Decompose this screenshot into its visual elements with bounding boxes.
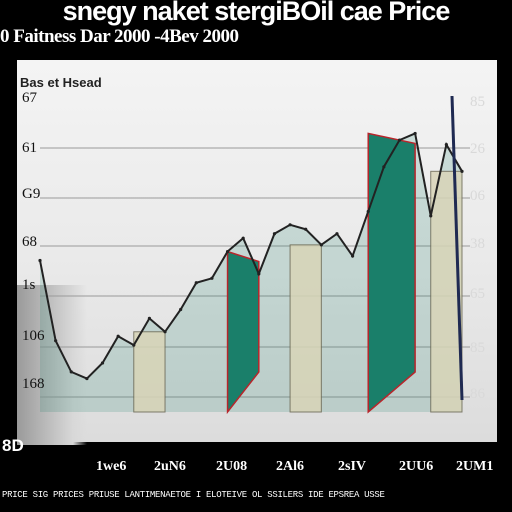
data-point <box>366 209 370 214</box>
y-right-tick-label: 65 <box>470 286 485 302</box>
data-point <box>241 236 245 240</box>
y-right-tick-label: 26 <box>470 141 486 157</box>
data-point <box>179 307 183 312</box>
data-point <box>304 227 308 231</box>
data-point <box>100 361 105 365</box>
panel-label: Bas et Hsead <box>20 75 102 90</box>
x-tick-label: 1we6 <box>96 459 126 474</box>
highlight-band-0 <box>133 331 166 413</box>
data-point <box>272 232 277 236</box>
highlight-band-1 <box>289 244 322 413</box>
data-point <box>444 142 448 147</box>
data-point <box>38 258 42 263</box>
data-point <box>225 249 230 254</box>
x-tick-label: 2sIV <box>338 459 366 474</box>
data-point <box>194 281 198 285</box>
data-point <box>335 232 339 236</box>
y-left-tick-label: 61 <box>22 140 37 156</box>
panel-shadow <box>17 285 87 445</box>
data-point <box>69 370 73 374</box>
y-left-tick-label: 1s <box>22 277 36 293</box>
data-point <box>210 276 214 280</box>
y-right-tick-label: 85 <box>470 94 485 110</box>
y-right-tick-label: 38 <box>470 236 485 252</box>
y-left-tick-label: 68 <box>22 234 37 250</box>
y-right-tick-label: 85 <box>470 340 485 356</box>
data-point <box>413 131 417 136</box>
x-tick-label: 2UM1 <box>456 459 493 474</box>
data-point <box>288 223 292 227</box>
data-point <box>460 169 464 173</box>
peak-wedge-1 <box>367 132 416 414</box>
y-right-tick-label: 06 <box>470 188 486 204</box>
data-point <box>350 254 355 258</box>
data-point <box>382 165 386 169</box>
data-point <box>85 376 89 381</box>
data-point <box>147 316 152 320</box>
y-right-tick-label: 86 <box>470 386 486 402</box>
x-tick-label: 2Al6 <box>276 459 304 474</box>
data-point <box>257 272 261 276</box>
data-point <box>429 214 433 218</box>
data-point <box>163 330 167 334</box>
x-tick-label: 2U08 <box>216 459 247 474</box>
data-point <box>319 243 323 247</box>
source-footer: PRICE SIG PRICES PRIUSE LANTIMENAETOE I … <box>2 490 385 500</box>
series-line <box>39 132 463 380</box>
corner-label: 8D <box>2 436 24 455</box>
right-axis-line <box>450 95 464 401</box>
chart-subtitle: 0 Faitness Dar 2000 -4Bev 2000 <box>0 26 239 47</box>
data-point <box>116 334 120 338</box>
data-point <box>397 138 402 142</box>
y-left-tick-label: 106 <box>22 328 45 344</box>
y-left-tick-label: 67 <box>22 90 38 106</box>
y-left-tick-label: G9 <box>22 186 40 202</box>
peak-wedge-0 <box>226 250 260 415</box>
plot-panel <box>17 60 497 442</box>
x-tick-label: 2UU6 <box>399 459 433 474</box>
y-left-tick-label: 168 <box>22 376 45 392</box>
chart-title: snegy naket stergiBOil cae Price <box>62 0 451 26</box>
x-tick-label: 2uN6 <box>154 459 186 474</box>
data-point <box>54 339 58 343</box>
data-point <box>132 343 136 347</box>
